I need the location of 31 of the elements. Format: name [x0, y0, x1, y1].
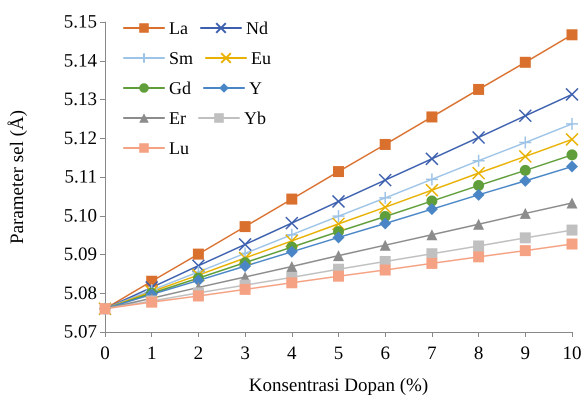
x-tick-label: 1: [146, 343, 156, 364]
x-tick-label: 6: [380, 343, 390, 364]
x-tick-label: 5: [334, 343, 344, 364]
legend-label: Er: [169, 108, 186, 128]
x-tick-label: 3: [240, 343, 250, 364]
y-tick-label: 5.11: [64, 166, 97, 188]
legend-label: Yb: [244, 108, 266, 128]
legend-label: Eu: [251, 48, 272, 68]
y-axis-title: Parameter sel (Å): [7, 110, 28, 244]
y-tick-label: 5.10: [64, 205, 97, 226]
y-tick-label: 5.13: [64, 89, 97, 110]
legend-label: Lu: [169, 138, 189, 158]
y-tick-label: 5.14: [64, 50, 98, 72]
legend-label: Nd: [246, 18, 268, 38]
legend-label: Y: [249, 78, 262, 98]
x-axis-title: Konsentrasi Dopan (%): [248, 375, 428, 396]
x-tick-label: 10: [562, 343, 582, 364]
x-tick-label: 0: [100, 343, 110, 364]
x-tick-label: 4: [287, 343, 298, 364]
x-tick-label: 8: [474, 343, 484, 364]
legend-label: Gd: [169, 78, 191, 98]
y-tick-label: 5.07: [64, 322, 97, 342]
x-tick-label: 2: [194, 343, 204, 364]
x-tick-label: 7: [427, 343, 437, 364]
legend-label: Sm: [169, 48, 194, 68]
y-tick-label: 5.15: [64, 12, 97, 32]
x-tick-label: 9: [520, 343, 530, 364]
y-tick-label: 5.08: [64, 282, 97, 304]
y-tick-label: 5.09: [64, 244, 97, 265]
legend-label: La: [169, 18, 188, 38]
y-tick-label: 5.12: [64, 128, 97, 149]
